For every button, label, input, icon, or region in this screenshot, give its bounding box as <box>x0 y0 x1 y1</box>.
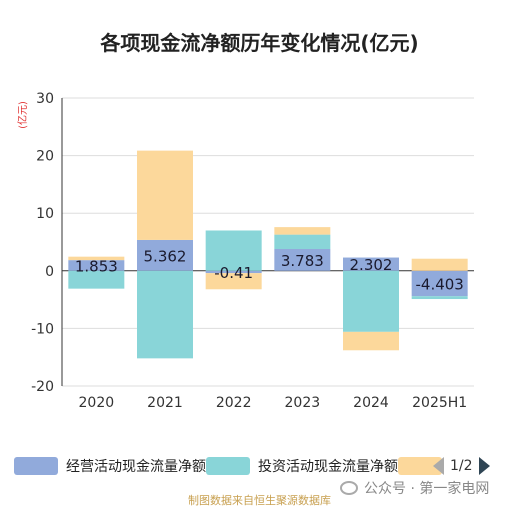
legend-swatch <box>398 457 442 475</box>
y-tick-label: -20 <box>31 379 54 395</box>
y-tick-label: 10 <box>36 206 54 222</box>
legend-swatch <box>14 457 58 475</box>
x-tick-label: 2020 <box>79 395 115 411</box>
legend-item[interactable] <box>398 456 450 476</box>
x-tick-label: 2023 <box>285 395 321 411</box>
bar-series1 <box>274 249 331 271</box>
data-label: -4.403 <box>415 275 463 293</box>
y-axis-label: (亿元) <box>16 101 29 129</box>
bar-series2 <box>137 270 193 359</box>
data-source-note: 制图数据来自恒生聚源数据库 <box>188 494 331 507</box>
bar-series2 <box>274 234 331 250</box>
wechat-icon <box>340 481 358 495</box>
bar-series3 <box>411 258 468 271</box>
legend-item[interactable]: 投资活动现金流量净额 <box>206 456 398 476</box>
legend-item[interactable]: 经营活动现金流量净额 <box>14 456 206 476</box>
legend-label: 投资活动现金流量净额 <box>258 459 398 475</box>
bar-series2 <box>205 230 262 271</box>
bar-series3 <box>343 331 399 351</box>
y-tick-label: -10 <box>31 321 54 337</box>
bar-series3 <box>205 273 262 290</box>
bar-series2 <box>411 296 468 300</box>
chart-plot: -20 -10 0 10 20 30 (亿元) 1.853 2020 5.362 2021 -0.41… <box>16 91 474 411</box>
legend-swatch <box>206 457 250 475</box>
data-label: 2.302 <box>350 256 393 274</box>
bar-series1 <box>205 270 262 274</box>
y-tick-label: 20 <box>36 149 54 165</box>
y-tick-label: 30 <box>36 91 54 107</box>
data-label: 3.783 <box>281 252 324 270</box>
bar-series1 <box>68 260 125 271</box>
x-tick-label: 2024 <box>353 395 389 411</box>
y-tick-label: 0 <box>45 264 54 280</box>
data-label: -0.41 <box>214 264 253 282</box>
legend-pager: 1/2 <box>433 455 490 477</box>
bar-series2 <box>343 270 399 332</box>
bar-series2 <box>68 270 125 289</box>
bar-series3 <box>137 150 193 240</box>
bar-series3 <box>274 227 331 235</box>
chevron-left-icon[interactable] <box>433 457 444 475</box>
data-label: 5.362 <box>144 247 187 265</box>
legend-label: 经营活动现金流量净额 <box>66 459 206 475</box>
bar-series1 <box>411 270 468 297</box>
watermark-text: 公众号 · 第一家电网 <box>364 481 490 497</box>
legend-page-indicator: 1/2 <box>450 458 473 474</box>
x-tick-label: 2021 <box>147 395 183 411</box>
bar-series1 <box>137 239 193 271</box>
data-label: 1.853 <box>75 257 118 275</box>
x-tick-label: 2022 <box>216 395 252 411</box>
watermark: 公众号 · 第一家电网 <box>340 478 489 498</box>
bar-series1 <box>343 257 399 271</box>
chart-title: 各项现金流净额历年变化情况(亿元) <box>100 31 419 55</box>
bar-series3 <box>68 256 125 261</box>
chevron-right-icon[interactable] <box>478 457 490 475</box>
x-tick-label: 2025H1 <box>412 395 467 411</box>
